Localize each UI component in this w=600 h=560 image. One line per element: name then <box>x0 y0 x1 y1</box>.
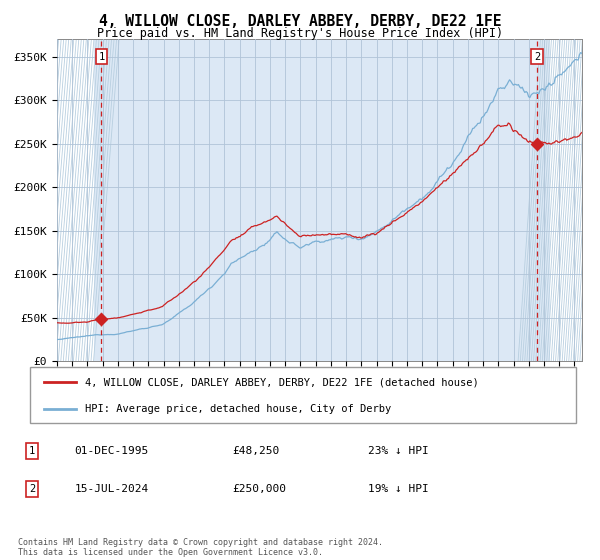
Text: 4, WILLOW CLOSE, DARLEY ABBEY, DERBY, DE22 1FE: 4, WILLOW CLOSE, DARLEY ABBEY, DERBY, DE… <box>99 14 501 29</box>
Text: 2: 2 <box>29 484 35 494</box>
Text: £250,000: £250,000 <box>232 484 286 494</box>
Text: 2: 2 <box>534 52 540 62</box>
Polygon shape <box>550 39 582 361</box>
Text: 23% ↓ HPI: 23% ↓ HPI <box>368 446 428 456</box>
FancyBboxPatch shape <box>30 367 576 423</box>
Text: 1: 1 <box>98 52 104 62</box>
Text: 4, WILLOW CLOSE, DARLEY ABBEY, DERBY, DE22 1FE (detached house): 4, WILLOW CLOSE, DARLEY ABBEY, DERBY, DE… <box>85 377 478 388</box>
Text: Contains HM Land Registry data © Crown copyright and database right 2024.
This d: Contains HM Land Registry data © Crown c… <box>18 538 383 557</box>
Text: HPI: Average price, detached house, City of Derby: HPI: Average price, detached house, City… <box>85 404 391 414</box>
Text: Price paid vs. HM Land Registry's House Price Index (HPI): Price paid vs. HM Land Registry's House … <box>97 27 503 40</box>
Text: 19% ↓ HPI: 19% ↓ HPI <box>368 484 428 494</box>
Text: 01-DEC-1995: 01-DEC-1995 <box>74 446 149 456</box>
Polygon shape <box>57 39 94 361</box>
Text: £48,250: £48,250 <box>232 446 280 456</box>
Text: 1: 1 <box>29 446 35 456</box>
Text: 15-JUL-2024: 15-JUL-2024 <box>74 484 149 494</box>
